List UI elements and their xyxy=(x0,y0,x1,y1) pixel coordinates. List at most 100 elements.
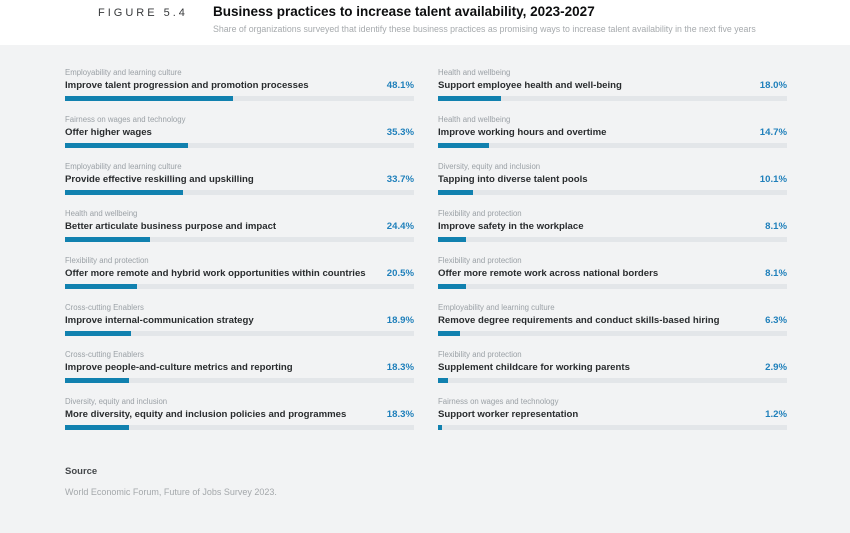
bar-item-label-row: More diversity, equity and inclusion pol… xyxy=(65,408,414,422)
bar-item-label: Improve safety in the workplace xyxy=(438,221,584,232)
bar-fill xyxy=(438,96,501,101)
bar-item-label-row: Improve safety in the workplace 8.1% xyxy=(438,220,787,234)
bar-fill xyxy=(65,378,129,383)
bar-item-value: 2.9% xyxy=(765,362,787,373)
bar-track xyxy=(65,331,414,336)
bar-item-category: Diversity, equity and inclusion xyxy=(438,162,541,171)
bar-item: Flexibility and protection Offer more rem… xyxy=(438,255,787,289)
figure-number-label: FIGURE 5.4 xyxy=(98,7,188,19)
bar-item-category: Cross-cutting Enablers xyxy=(65,303,144,312)
bar-track xyxy=(65,96,414,101)
bar-item-label-row: Support worker representation 1.2% xyxy=(438,408,787,422)
bar-item-label: Support employee health and well-being xyxy=(438,80,622,91)
bar-item-label-row: Provide effective reskilling and upskill… xyxy=(65,173,414,187)
bar-track xyxy=(65,284,414,289)
bar-item-label: Improve talent progression and promotion… xyxy=(65,80,309,91)
bar-item-label-row: Better articulate business purpose and i… xyxy=(65,220,414,234)
bar-column-1: Health and wellbeing Support employee hea… xyxy=(438,67,787,443)
bar-item-label: Offer more remote and hybrid work opport… xyxy=(65,268,366,279)
bar-item: Flexibility and protection Improve safety… xyxy=(438,208,787,242)
bar-item: Health and wellbeing Improve working hour… xyxy=(438,114,787,148)
bar-item-label-row: Improve talent progression and promotion… xyxy=(65,79,414,93)
bar-item-value: 33.7% xyxy=(386,174,414,185)
bar-fill xyxy=(65,96,233,101)
bar-item-label: Supplement childcare for working parents xyxy=(438,362,630,373)
bar-item-value: 8.1% xyxy=(765,268,787,279)
bar-fill xyxy=(438,190,474,195)
bar-track xyxy=(438,378,787,383)
bar-fill xyxy=(65,143,189,148)
bar-item-label: Improve working hours and overtime xyxy=(438,127,607,138)
bar-item-category: Flexibility and protection xyxy=(438,209,522,218)
bar-item-label-row: Improve people-and-culture metrics and r… xyxy=(65,361,414,375)
bar-fill xyxy=(65,284,137,289)
bar-item: Fairness on wages and technology Support … xyxy=(438,396,787,430)
bar-item: Health and wellbeing Support employee hea… xyxy=(438,67,787,101)
source-block: Source World Economic Forum, Future of J… xyxy=(65,466,277,497)
chart-title: Business practices to increase talent av… xyxy=(213,4,595,19)
chart-area: Employability and learning culture Improv… xyxy=(0,45,850,533)
bar-item-value: 35.3% xyxy=(386,127,414,138)
bar-item-category: Fairness on wages and technology xyxy=(438,397,559,406)
bar-item-category: Employability and learning culture xyxy=(65,162,182,171)
bar-item-label-row: Supplement childcare for working parents… xyxy=(438,361,787,375)
bar-track xyxy=(65,143,414,148)
source-text: World Economic Forum, Future of Jobs Sur… xyxy=(65,487,277,497)
bar-item-label-row: Improve internal-communication strategy 1… xyxy=(65,314,414,328)
bar-track xyxy=(438,190,787,195)
bar-item-category: Health and wellbeing xyxy=(65,209,138,218)
source-heading: Source xyxy=(65,466,98,477)
bar-track xyxy=(438,96,787,101)
bar-item-category: Flexibility and protection xyxy=(438,256,522,265)
bar-item-category: Employability and learning culture xyxy=(65,68,182,77)
bar-item: Fairness on wages and technology Offer hi… xyxy=(65,114,414,148)
bar-fill xyxy=(438,284,467,289)
bar-fill xyxy=(438,143,490,148)
bar-item-category: Diversity, equity and inclusion xyxy=(65,397,168,406)
bar-item-category: Employability and learning culture xyxy=(438,303,555,312)
bar-track xyxy=(65,190,414,195)
bar-item-label: Support worker representation xyxy=(438,409,579,420)
bar-item-label-row: Improve working hours and overtime 14.7% xyxy=(438,126,787,140)
bar-item-label: Provide effective reskilling and upskill… xyxy=(65,174,254,185)
bar-item-value: 14.7% xyxy=(759,127,787,138)
bar-item-category: Cross-cutting Enablers xyxy=(65,350,144,359)
bar-item-value: 24.4% xyxy=(386,221,414,232)
bar-item-label-row: Offer higher wages 35.3% xyxy=(65,126,414,140)
bar-item: Flexibility and protection Supplement chi… xyxy=(438,349,787,383)
bar-item-label: Better articulate business purpose and i… xyxy=(65,221,277,232)
bar-column-0: Employability and learning culture Improv… xyxy=(65,67,414,443)
bar-item-label: Tapping into diverse talent pools xyxy=(438,174,588,185)
bar-item-label: Improve people-and-culture metrics and r… xyxy=(65,362,293,373)
bar-item: Flexibility and protection Offer more rem… xyxy=(65,255,414,289)
bar-item-category: Fairness on wages and technology xyxy=(65,115,186,124)
bar-item-value: 18.0% xyxy=(759,80,787,91)
bar-item-value: 48.1% xyxy=(386,80,414,91)
bar-item-label: Offer more remote work across national b… xyxy=(438,268,659,279)
bar-columns: Employability and learning culture Improv… xyxy=(0,45,850,443)
bar-item-label-row: Tapping into diverse talent pools 10.1% xyxy=(438,173,787,187)
bar-item-value: 6.3% xyxy=(765,315,787,326)
bar-track xyxy=(65,425,414,430)
bar-item-value: 1.2% xyxy=(765,409,787,420)
bar-fill xyxy=(65,190,183,195)
bar-item: Diversity, equity and inclusion Tapping i… xyxy=(438,161,787,195)
bar-item-label: Offer higher wages xyxy=(65,127,152,138)
bar-fill xyxy=(438,237,467,242)
bar-item-value: 8.1% xyxy=(765,221,787,232)
bar-item-category: Health and wellbeing xyxy=(438,115,511,124)
bar-item-value: 10.1% xyxy=(759,174,787,185)
bar-item-category: Flexibility and protection xyxy=(438,350,522,359)
chart-subtitle: Share of organizations surveyed that ide… xyxy=(213,24,756,34)
bar-item-value: 18.9% xyxy=(386,315,414,326)
figure-header: FIGURE 5.4 Business practices to increas… xyxy=(0,0,850,45)
bar-item-category: Health and wellbeing xyxy=(438,68,511,77)
bar-item-label-row: Offer more remote work across national b… xyxy=(438,267,787,281)
bar-track xyxy=(438,284,787,289)
bar-item-label: More diversity, equity and inclusion pol… xyxy=(65,409,347,420)
bar-item-value: 20.5% xyxy=(386,268,414,279)
bar-item: Employability and learning culture Remove… xyxy=(438,302,787,336)
bar-fill xyxy=(438,425,443,430)
bar-item: Diversity, equity and inclusion More dive… xyxy=(65,396,414,430)
bar-item-label-row: Offer more remote and hybrid work opport… xyxy=(65,267,414,281)
